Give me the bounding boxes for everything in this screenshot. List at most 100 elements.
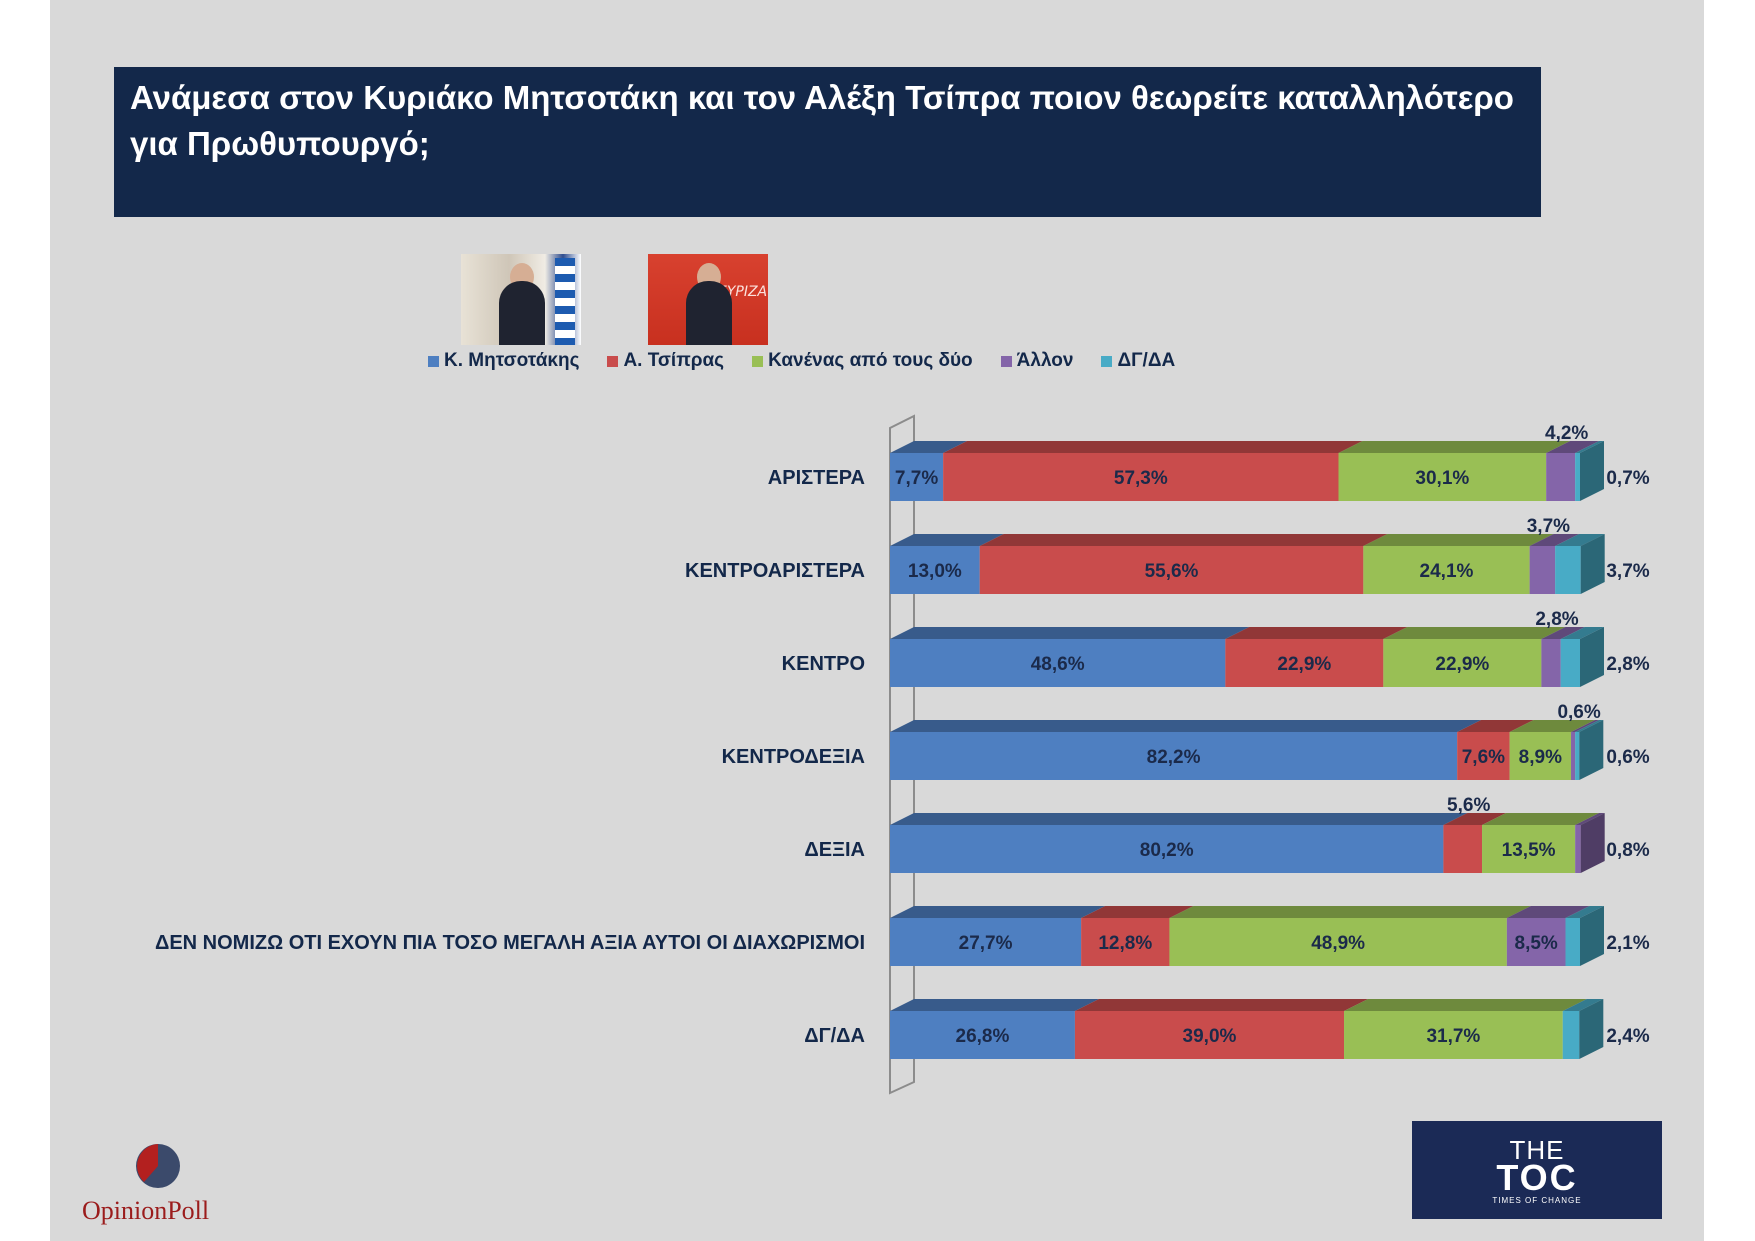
bar-segment bbox=[890, 825, 1444, 873]
bar-segment bbox=[1541, 639, 1561, 687]
bar-end-cap bbox=[1579, 720, 1604, 780]
bar-segment bbox=[890, 732, 1458, 780]
data-label: 22,9% bbox=[1277, 654, 1331, 675]
legend-item: Α. Τσίπρας bbox=[607, 350, 724, 372]
bar-end-cap bbox=[1579, 999, 1604, 1059]
data-label: 24,1% bbox=[1420, 561, 1474, 582]
data-label: 22,9% bbox=[1435, 654, 1489, 675]
data-label: 2,8% bbox=[1606, 654, 1649, 675]
legend-item: Κ. Μητσοτάκης bbox=[428, 350, 579, 372]
legend-swatch bbox=[1101, 355, 1113, 367]
tsipras-photo: ΣΥΡΙΖΑ bbox=[648, 254, 768, 345]
data-label: 39,0% bbox=[1183, 1026, 1237, 1047]
bar-segment bbox=[1383, 639, 1542, 687]
bar-segment bbox=[890, 453, 944, 501]
legend-swatch bbox=[607, 355, 619, 367]
bar-end-cap bbox=[1580, 627, 1604, 687]
bar-segment bbox=[943, 453, 1339, 501]
bar-segment-top bbox=[890, 906, 1106, 918]
bar-segment-top bbox=[1338, 441, 1571, 453]
legend-label: ΔΓ/ΔΑ bbox=[1117, 350, 1176, 371]
data-label: 13,0% bbox=[908, 561, 962, 582]
data-label: 0,6% bbox=[1606, 747, 1649, 768]
data-label: 2,1% bbox=[1606, 933, 1649, 954]
bar-segment bbox=[1338, 453, 1547, 501]
bar-segment bbox=[890, 1011, 1075, 1059]
chart-legend: Κ. Μητσοτάκης Α. Τσίπρας Κανένας από τους … bbox=[428, 348, 1175, 374]
category-label: ΚΕΝΤΡΟ bbox=[782, 653, 865, 675]
bar-segment-top bbox=[1546, 441, 1600, 453]
bar-end-cap bbox=[1580, 906, 1604, 966]
bar-segment bbox=[1529, 546, 1556, 594]
person-body bbox=[686, 281, 732, 345]
data-label: 0,6% bbox=[1557, 702, 1600, 723]
opinionpoll-logo-text: OpinionPoll bbox=[82, 1196, 210, 1225]
data-label: 0,8% bbox=[1606, 840, 1649, 861]
data-label: 2,4% bbox=[1606, 1026, 1649, 1047]
legend-label: Α. Τσίπρας bbox=[623, 350, 725, 371]
bar-segment-top bbox=[1575, 720, 1604, 732]
bar-end-cap bbox=[1580, 813, 1605, 873]
legend-swatch bbox=[752, 355, 764, 367]
opinionpoll-logo-icon bbox=[136, 1144, 180, 1188]
data-label: 7,7% bbox=[895, 468, 938, 489]
bar-segment bbox=[1506, 918, 1566, 966]
bar-segment-top bbox=[890, 534, 1004, 546]
bar-segment bbox=[1509, 732, 1572, 780]
legend-swatch bbox=[428, 355, 439, 367]
data-label: 5,6% bbox=[1447, 795, 1490, 816]
bar-segment bbox=[1571, 732, 1576, 780]
data-label: 82,2% bbox=[1147, 747, 1201, 768]
bar-segment bbox=[1081, 918, 1170, 966]
page-title: Ανάμεσα στον Κυριάκο Μητσοτάκη και τον Α… bbox=[114, 67, 1541, 217]
bar-segment-top bbox=[890, 627, 1250, 639]
data-label: 26,8% bbox=[956, 1026, 1010, 1047]
bar-segment-top bbox=[1509, 720, 1596, 732]
toc-logo: THE TOC TIMES OF CHANGE bbox=[1412, 1121, 1662, 1219]
bar-segment-top bbox=[1562, 999, 1604, 1011]
bar-segment-top bbox=[890, 720, 1482, 732]
category-label: ΚΕΝΤΡΟΑΡΙΣΤΕΡΑ bbox=[685, 560, 865, 582]
mitsotakis-photo bbox=[461, 254, 581, 345]
bar-segment bbox=[1074, 1011, 1345, 1059]
bar-segment bbox=[1560, 639, 1580, 687]
legend-label: Κανένας από τους δύο bbox=[768, 350, 973, 371]
bar-segment-top bbox=[890, 999, 1099, 1011]
bar-segment-top bbox=[1571, 720, 1600, 732]
data-label: 13,5% bbox=[1502, 840, 1556, 861]
bar-segment bbox=[1565, 918, 1580, 966]
data-label: 2,8% bbox=[1535, 609, 1578, 630]
bar-segment-top bbox=[890, 441, 968, 453]
data-label: 80,2% bbox=[1140, 840, 1194, 861]
bar-segment-top bbox=[1443, 813, 1507, 825]
bar-segment-top bbox=[1529, 534, 1580, 546]
bar-segment bbox=[1443, 825, 1483, 873]
legend-swatch bbox=[1000, 355, 1012, 367]
bar-segment bbox=[1363, 546, 1530, 594]
data-label: 48,9% bbox=[1311, 933, 1365, 954]
legend-label: Άλλον bbox=[1016, 350, 1074, 371]
data-label: 27,7% bbox=[959, 933, 1013, 954]
bar-segment bbox=[890, 918, 1082, 966]
bar-segment-top bbox=[1482, 813, 1600, 825]
bar-segment-top bbox=[1575, 441, 1604, 453]
category-label: ΔΕΞΙΑ bbox=[804, 839, 865, 861]
data-label: 8,5% bbox=[1515, 933, 1558, 954]
data-label: 48,6% bbox=[1031, 654, 1085, 675]
bar-segment bbox=[1575, 732, 1580, 780]
legend-item: ΔΓ/ΔΑ bbox=[1101, 350, 1175, 372]
bar-segment bbox=[890, 639, 1226, 687]
toc-logo-subtitle: TIMES OF CHANGE bbox=[1492, 1196, 1582, 1205]
bar-segment-top bbox=[1225, 627, 1408, 639]
bar-segment-top bbox=[1555, 534, 1605, 546]
bar-segment bbox=[1457, 732, 1510, 780]
category-label: ΑΡΙΣΤΕΡΑ bbox=[768, 467, 865, 489]
bar-segment-top bbox=[943, 441, 1363, 453]
data-label: 31,7% bbox=[1426, 1026, 1480, 1047]
category-label: ΚΕΝΤΡΟΔΕΞΙΑ bbox=[722, 746, 865, 768]
person-body bbox=[499, 281, 545, 345]
data-label: 4,2% bbox=[1545, 423, 1588, 444]
data-label: 8,9% bbox=[1519, 747, 1562, 768]
data-label: 3,7% bbox=[1527, 516, 1570, 537]
